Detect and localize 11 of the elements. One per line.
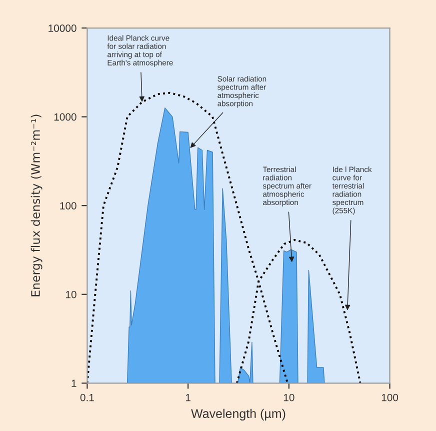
x-axis-title: Wavelength (µm) bbox=[191, 408, 286, 420]
x-tick-label: 0.1 bbox=[80, 394, 94, 402]
x-tick-label: 100 bbox=[382, 394, 398, 402]
y-axis-title: Energy flux density (Wm⁻²m⁻¹) bbox=[30, 114, 42, 296]
y-tick-label: 1000 bbox=[54, 113, 76, 121]
y-tick-label: 100 bbox=[60, 202, 76, 210]
y-tick-label: 1 bbox=[72, 380, 76, 387]
y-tick-label: 10000 bbox=[48, 24, 76, 32]
x-tick-label: 1 bbox=[186, 394, 190, 402]
x-tick-label: 10 bbox=[284, 394, 294, 402]
y-tick-label: 10 bbox=[66, 290, 76, 298]
